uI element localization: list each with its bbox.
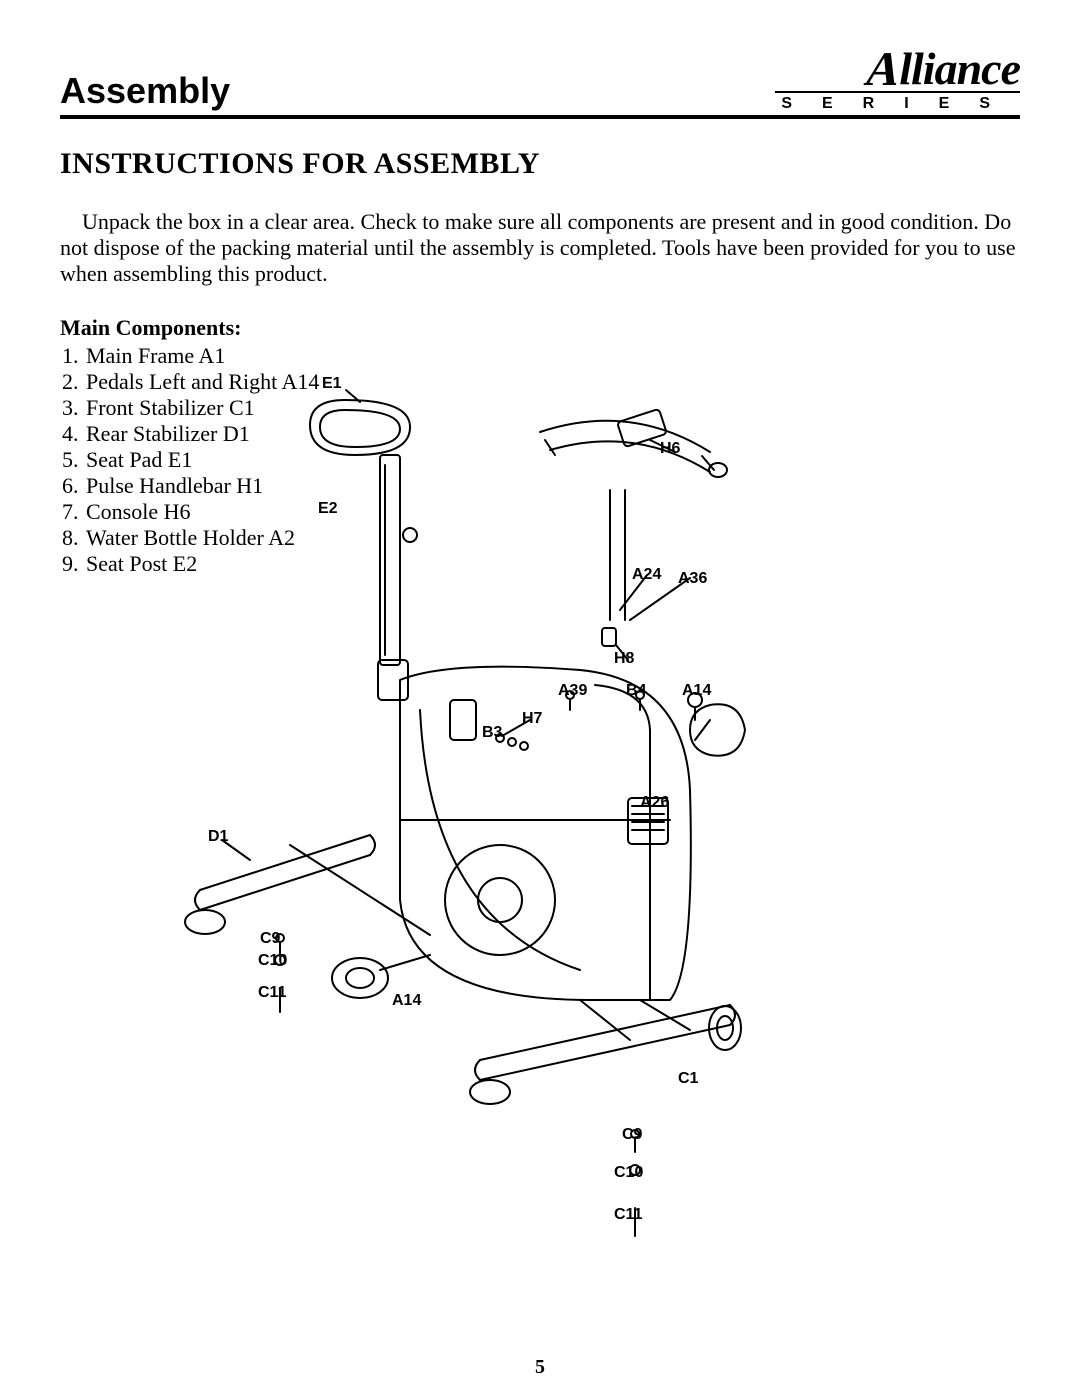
page-header: Assembly Alliance SERIES <box>60 48 1020 119</box>
part-label: E1 <box>322 375 342 393</box>
part-label: A14 <box>392 992 421 1010</box>
page-number: 5 <box>0 1356 1080 1379</box>
part-label: C11 <box>614 1206 642 1224</box>
part-label: C11 <box>258 984 286 1002</box>
components-heading: Main Components: <box>60 315 1020 341</box>
part-label: H7 <box>522 710 542 728</box>
part-label: H8 <box>614 650 634 668</box>
brand-logo: Alliance SERIES <box>775 48 1020 113</box>
part-label: A24 <box>632 566 661 584</box>
part-label: C10 <box>258 952 287 970</box>
header-title: Assembly <box>60 73 230 113</box>
part-label: E2 <box>318 500 338 518</box>
section-title: INSTRUCTIONS FOR ASSEMBLY <box>60 147 1020 181</box>
diagram-svg <box>150 360 950 1260</box>
brand-logo-word: Alliance <box>775 48 1020 89</box>
exploded-diagram: E1 H6 E2 A24 A36 H8 A39 B4 A14 H7 B3 A26… <box>150 360 950 1260</box>
part-label: C1 <box>678 1070 698 1088</box>
part-label: B4 <box>626 682 646 700</box>
part-label: A39 <box>558 682 587 700</box>
brand-logo-sub: SERIES <box>775 95 1020 113</box>
part-label: C10 <box>614 1164 643 1182</box>
part-label: H6 <box>660 440 680 458</box>
part-label: A14 <box>682 682 711 700</box>
part-label: C9 <box>622 1126 642 1144</box>
part-label: A36 <box>678 570 707 588</box>
part-label: C9 <box>260 930 280 948</box>
intro-paragraph: Unpack the box in a clear area. Check to… <box>60 209 1020 287</box>
part-label: A26 <box>640 794 669 812</box>
part-label: B3 <box>482 724 502 742</box>
part-label: D1 <box>208 828 228 846</box>
